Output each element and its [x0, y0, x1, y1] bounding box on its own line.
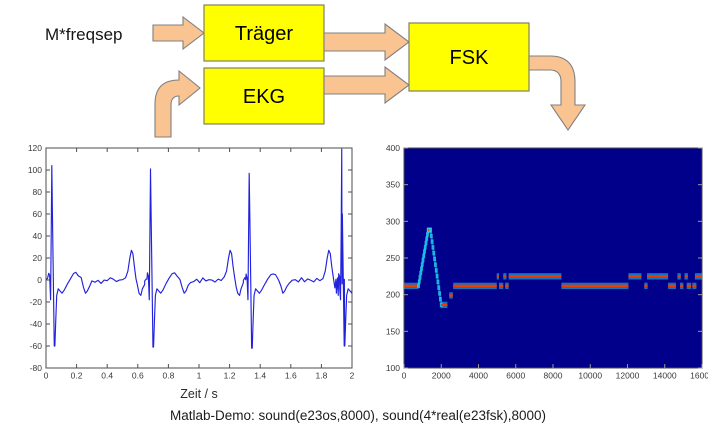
x-tick-label: 0.6: [132, 370, 144, 380]
x-tick-label: 0: [402, 370, 407, 380]
x-tick-label: 8000: [544, 370, 563, 380]
x-tick-label: 2: [350, 370, 355, 380]
ecg-xaxis-title: Zeit / s: [180, 387, 218, 401]
x-tick-label: 0.2: [71, 370, 83, 380]
box-traeger: [203, 4, 325, 62]
spectrogram-trace: [404, 227, 702, 309]
ecg-figure: -80 -60 -40 -20 0 20 40 60 80 100 120 0 0.2 0.4 0.6 0.8…: [12, 140, 358, 402]
arrow-feedback-into-ekg: [154, 69, 201, 138]
y-tick-label: 0: [37, 275, 42, 285]
box-fsk: [408, 22, 530, 92]
x-tick-label: 1: [197, 370, 202, 380]
y-tick-label: 40: [33, 231, 43, 241]
x-tick-label: 2000: [432, 370, 451, 380]
y-tick-label: -20: [30, 297, 43, 307]
x-tick-label: 0: [44, 370, 49, 380]
y-tick-label: -60: [30, 341, 43, 351]
box-traeger-label: Träger: [235, 23, 294, 45]
arrow-ekg-to-fsk: [323, 65, 410, 105]
y-tick-label: 20: [33, 253, 43, 263]
spectrogram-background: [403, 147, 703, 369]
input-signal-label: M*freqsep: [45, 25, 122, 44]
y-tick-label: 350: [386, 180, 400, 190]
x-tick-label: 10000: [578, 370, 602, 380]
y-tick-label: 250: [386, 253, 400, 263]
y-tick-label: 120: [28, 143, 42, 153]
x-tick-label: 1.4: [254, 370, 266, 380]
fsk-spectrogram-figure: 100 150 200 250 300 350 400 0 2000 4000 6000 8000 10…: [372, 140, 708, 402]
arrow-input-to-traeger: [152, 15, 205, 51]
y-tick-label: 60: [33, 209, 43, 219]
y-tick-label: 200: [386, 290, 400, 300]
x-tick-label: 0.4: [101, 370, 113, 380]
y-tick-label: 400: [386, 143, 400, 153]
x-tick-label: 4000: [469, 370, 488, 380]
box-fsk-label: FSK: [450, 47, 490, 69]
y-tick-label: -40: [30, 319, 43, 329]
arrow-traeger-to-fsk: [323, 22, 410, 62]
y-tick-label: -80: [30, 363, 43, 373]
block-diagram: M*freqsep Träger EKG FSK: [0, 0, 716, 138]
figure-caption: Matlab-Demo: sound(e23os,8000), sound(4*…: [170, 408, 546, 423]
y-tick-label: 150: [386, 326, 400, 336]
x-tick-label: 6000: [506, 370, 525, 380]
ecg-waveform: [46, 148, 352, 349]
x-tick-label: 1.8: [315, 370, 327, 380]
x-tick-label: 16000: [690, 370, 708, 380]
y-tick-label: 100: [386, 363, 400, 373]
y-tick-label: 100: [28, 165, 42, 175]
x-tick-label: 12000: [616, 370, 640, 380]
x-tick-label: 0.8: [162, 370, 174, 380]
x-tick-label: 14000: [653, 370, 677, 380]
x-tick-label: 1.2: [224, 370, 236, 380]
y-tick-label: 80: [33, 187, 43, 197]
box-ekg: [203, 67, 325, 125]
x-tick-label: 1.6: [285, 370, 297, 380]
arrow-fsk-output-down: [528, 55, 587, 131]
box-ekg-label: EKG: [243, 86, 285, 108]
y-tick-label: 300: [386, 216, 400, 226]
